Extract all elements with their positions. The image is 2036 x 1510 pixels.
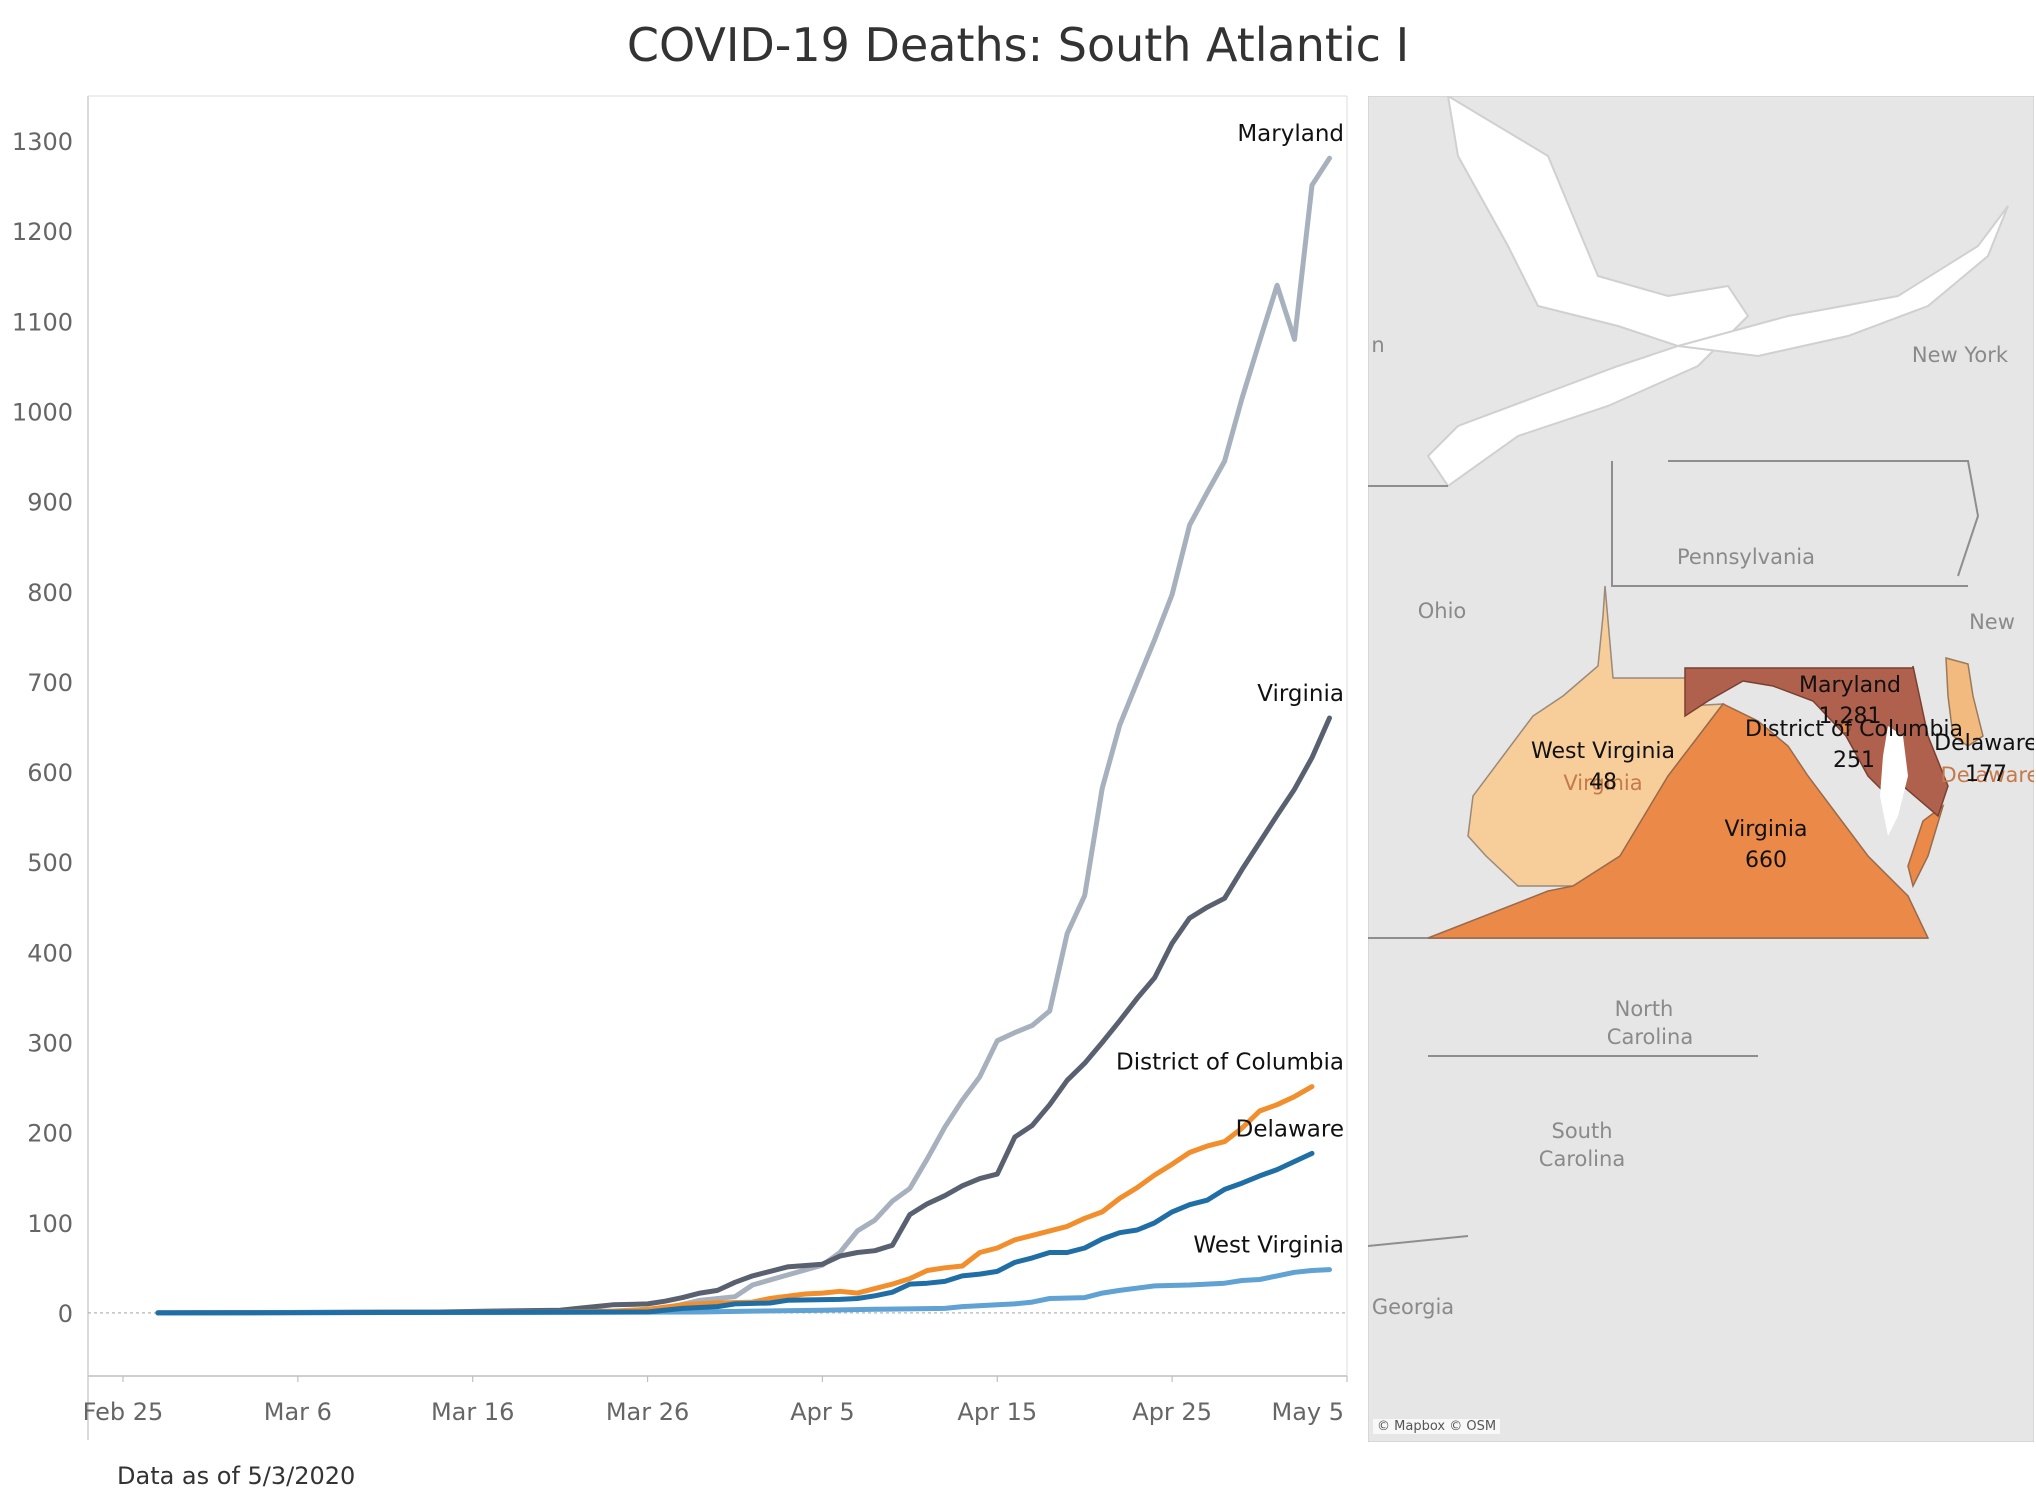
x-tick-label: Mar 6 bbox=[264, 1398, 332, 1426]
line-chart: 0 100 200 300 400 500 600 700 800 900 1000 1100 1200… bbox=[12, 95, 1348, 1440]
y-tick-label: 400 bbox=[27, 939, 73, 967]
series-line-district-of-columbia bbox=[155, 1084, 1315, 1316]
y-tick-label: 700 bbox=[27, 669, 73, 697]
series-line-virginia bbox=[155, 715, 1332, 1316]
y-tick-label: 100 bbox=[27, 1210, 73, 1238]
series-labels: Maryland Virginia District of Columbia Dela… bbox=[1116, 121, 1344, 1258]
series-line-west-virginia bbox=[155, 1267, 1332, 1316]
map-context-label: New York bbox=[1912, 343, 2009, 367]
map-context-label: New bbox=[1969, 610, 2015, 634]
map-context-label: Virginia bbox=[1563, 771, 1642, 795]
plot-frame bbox=[87, 95, 1348, 1440]
y-tick-label: 800 bbox=[27, 579, 73, 607]
region-virginia bbox=[1427, 703, 1930, 939]
data-as-of-note: Data as of 5/3/2020 bbox=[117, 1462, 356, 1490]
x-tick-label: Apr 25 bbox=[1132, 1398, 1212, 1426]
y-tick-label: 500 bbox=[27, 849, 73, 877]
map-region-name: Delaware bbox=[1934, 731, 2034, 756]
y-tick-label: 600 bbox=[27, 759, 73, 787]
x-tick-label: Feb 25 bbox=[83, 1398, 164, 1426]
series-end-label: District of Columbia bbox=[1116, 1050, 1344, 1076]
series-end-label: Maryland bbox=[1237, 121, 1344, 147]
map-region-value: 251 bbox=[1833, 748, 1875, 773]
series-line-delaware bbox=[155, 1150, 1315, 1316]
series-lines bbox=[155, 155, 1332, 1316]
series-end-label: West Virginia bbox=[1193, 1233, 1344, 1259]
y-tick-label: 300 bbox=[27, 1029, 73, 1057]
map-context-label: Carolina bbox=[1539, 1147, 1625, 1171]
map-context-label: Pennsylvania bbox=[1677, 545, 1815, 569]
map-context-label: Delaware bbox=[1941, 763, 2034, 787]
x-tick-label: Mar 26 bbox=[606, 1398, 689, 1426]
map-region-labels: Maryland 1,281 Virginia 660 District of Colu… bbox=[1531, 673, 2034, 873]
map-context-label: Carolina bbox=[1607, 1025, 1693, 1049]
map-region-value: 1,281 bbox=[1819, 704, 1882, 729]
x-axis: Feb 25 Mar 6 Mar 16 Mar 26 Apr 5 Apr 15 Apr 25… bbox=[83, 1376, 1348, 1426]
map-context-labels: n New York Pennsylvania Ohio New North Carolin… bbox=[1371, 333, 2034, 1319]
map-context-label: n bbox=[1371, 333, 1384, 357]
lake-erie-shape bbox=[1426, 96, 1750, 488]
map-credit[interactable]: © Mapbox © OSM bbox=[1373, 1419, 1501, 1434]
map-region-name: Virginia bbox=[1725, 817, 1808, 842]
series-end-label: Delaware bbox=[1236, 1116, 1344, 1142]
y-tick-label: 1200 bbox=[12, 218, 73, 246]
map-region-name: Maryland bbox=[1799, 673, 1901, 698]
series-line-maryland bbox=[155, 155, 1332, 1316]
y-tick-label: 1000 bbox=[12, 398, 73, 426]
map-context-label: South bbox=[1551, 1119, 1612, 1143]
series-end-label: Virginia bbox=[1257, 681, 1344, 707]
map-context-label: Ohio bbox=[1418, 599, 1467, 623]
region-district-of-columbia bbox=[1839, 722, 1851, 734]
map-region-name: West Virginia bbox=[1531, 739, 1675, 764]
y-tick-label: 1100 bbox=[12, 308, 73, 336]
y-axis: 0 100 200 300 400 500 600 700 800 900 1000 1100 1200… bbox=[12, 128, 73, 1328]
x-tick-label: Apr 5 bbox=[790, 1398, 854, 1426]
region-delaware bbox=[1945, 657, 1984, 747]
y-tick-label: 1300 bbox=[12, 128, 73, 156]
y-tick-label: 200 bbox=[27, 1120, 73, 1148]
x-tick-label: Apr 15 bbox=[957, 1398, 1037, 1426]
map-region-value: 48 bbox=[1589, 770, 1617, 795]
map-region-value: 177 bbox=[1965, 762, 2007, 787]
x-tick-label: Mar 16 bbox=[431, 1398, 514, 1426]
map-region-name: District of Columbia bbox=[1745, 717, 1963, 742]
map-context-label: Georgia bbox=[1372, 1295, 1454, 1319]
choropleth-map[interactable]: n New York Pennsylvania Ohio New North Carolin… bbox=[1368, 96, 2034, 1442]
x-tick-label: May 5 bbox=[1271, 1398, 1344, 1426]
chesapeake-bay-shape bbox=[1880, 726, 1908, 836]
chart-title: COVID-19 Deaths: South Atlantic I bbox=[626, 18, 1410, 72]
y-tick-label: 900 bbox=[27, 489, 73, 517]
lake-ontario-shape bbox=[1677, 205, 2009, 358]
map-region-value: 660 bbox=[1745, 848, 1787, 873]
map-context-label: North bbox=[1615, 997, 1674, 1021]
y-tick-label: 0 bbox=[58, 1300, 73, 1328]
